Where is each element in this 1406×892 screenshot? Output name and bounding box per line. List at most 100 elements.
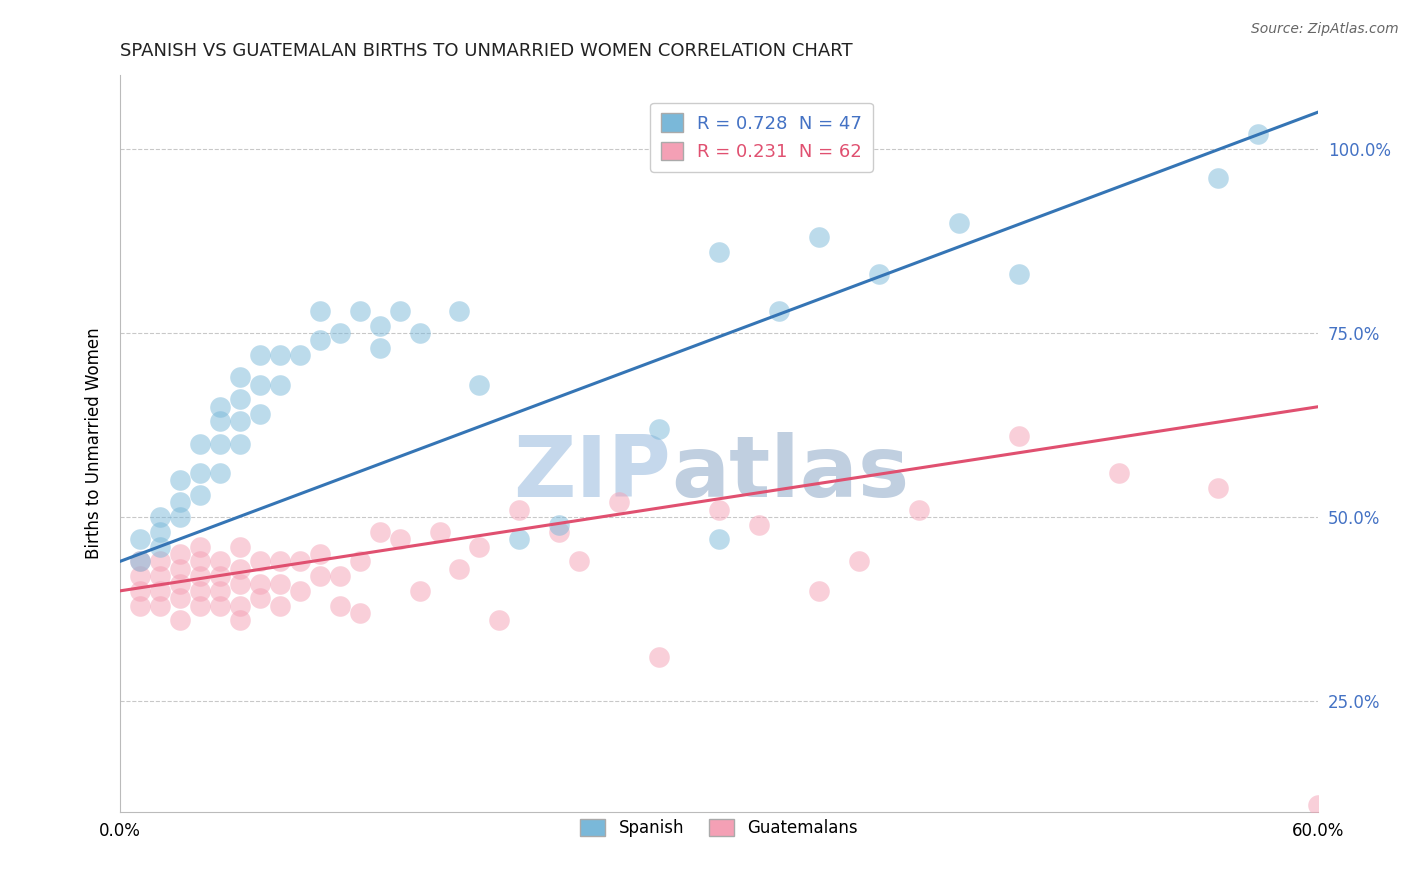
Point: [1208, 481, 1230, 495]
Point: [288, 583, 311, 598]
Point: [1008, 267, 1031, 281]
Point: [468, 377, 491, 392]
Point: [269, 554, 291, 568]
Point: [229, 562, 252, 576]
Point: [249, 407, 271, 421]
Point: [149, 569, 172, 583]
Point: [208, 400, 231, 414]
Point: [229, 370, 252, 384]
Point: [208, 569, 231, 583]
Point: [149, 583, 172, 598]
Point: [429, 524, 451, 539]
Point: [169, 613, 191, 627]
Point: [169, 576, 191, 591]
Point: [129, 583, 152, 598]
Point: [149, 524, 172, 539]
Point: [368, 318, 391, 333]
Point: [249, 591, 271, 606]
Point: [488, 613, 510, 627]
Point: [208, 466, 231, 480]
Point: [208, 583, 231, 598]
Point: [908, 503, 931, 517]
Y-axis label: Births to Unmarried Women: Births to Unmarried Women: [86, 327, 103, 559]
Point: [607, 495, 630, 509]
Point: [269, 377, 291, 392]
Point: [349, 304, 371, 318]
Point: [1308, 797, 1330, 812]
Point: [288, 348, 311, 362]
Point: [229, 436, 252, 450]
Point: [508, 533, 530, 547]
Point: [249, 348, 271, 362]
Point: [288, 554, 311, 568]
Point: [129, 554, 152, 568]
Point: [308, 569, 330, 583]
Point: [269, 348, 291, 362]
Point: [308, 547, 330, 561]
Point: [368, 524, 391, 539]
Point: [129, 569, 152, 583]
Point: [149, 540, 172, 554]
Point: [269, 576, 291, 591]
Point: [648, 422, 671, 436]
Point: [568, 554, 591, 568]
Point: [229, 414, 252, 428]
Point: [748, 517, 770, 532]
Point: [249, 554, 271, 568]
Point: [149, 510, 172, 524]
Point: [169, 562, 191, 576]
Point: [169, 510, 191, 524]
Point: [548, 524, 571, 539]
Point: [188, 466, 211, 480]
Text: ZIP: ZIP: [513, 432, 671, 515]
Text: SPANISH VS GUATEMALAN BIRTHS TO UNMARRIED WOMEN CORRELATION CHART: SPANISH VS GUATEMALAN BIRTHS TO UNMARRIE…: [120, 42, 852, 60]
Point: [229, 540, 252, 554]
Point: [329, 326, 352, 340]
Point: [1247, 127, 1270, 141]
Point: [169, 474, 191, 488]
Point: [468, 540, 491, 554]
Point: [229, 599, 252, 613]
Point: [349, 554, 371, 568]
Point: [188, 488, 211, 502]
Point: [408, 326, 430, 340]
Point: [229, 392, 252, 407]
Point: [948, 215, 970, 229]
Point: [208, 554, 231, 568]
Point: [707, 245, 730, 260]
Point: [249, 576, 271, 591]
Point: [349, 606, 371, 620]
Point: [129, 599, 152, 613]
Point: [188, 569, 211, 583]
Point: [807, 583, 830, 598]
Point: [249, 377, 271, 392]
Legend: Spanish, Guatemalans: Spanish, Guatemalans: [574, 813, 865, 844]
Point: [329, 599, 352, 613]
Point: [169, 495, 191, 509]
Point: [707, 533, 730, 547]
Point: [188, 583, 211, 598]
Point: [149, 599, 172, 613]
Point: [508, 503, 530, 517]
Point: [1108, 466, 1130, 480]
Point: [388, 304, 411, 318]
Point: [807, 230, 830, 244]
Point: [229, 576, 252, 591]
Point: [269, 599, 291, 613]
Point: [548, 517, 571, 532]
Point: [449, 562, 471, 576]
Point: [129, 533, 152, 547]
Point: [408, 583, 430, 598]
Point: [188, 436, 211, 450]
Point: [129, 554, 152, 568]
Point: [308, 334, 330, 348]
Point: [149, 554, 172, 568]
Point: [208, 436, 231, 450]
Point: [449, 304, 471, 318]
Point: [648, 650, 671, 665]
Point: [308, 304, 330, 318]
Point: [848, 554, 870, 568]
Point: [208, 414, 231, 428]
Point: [329, 569, 352, 583]
Point: [368, 341, 391, 355]
